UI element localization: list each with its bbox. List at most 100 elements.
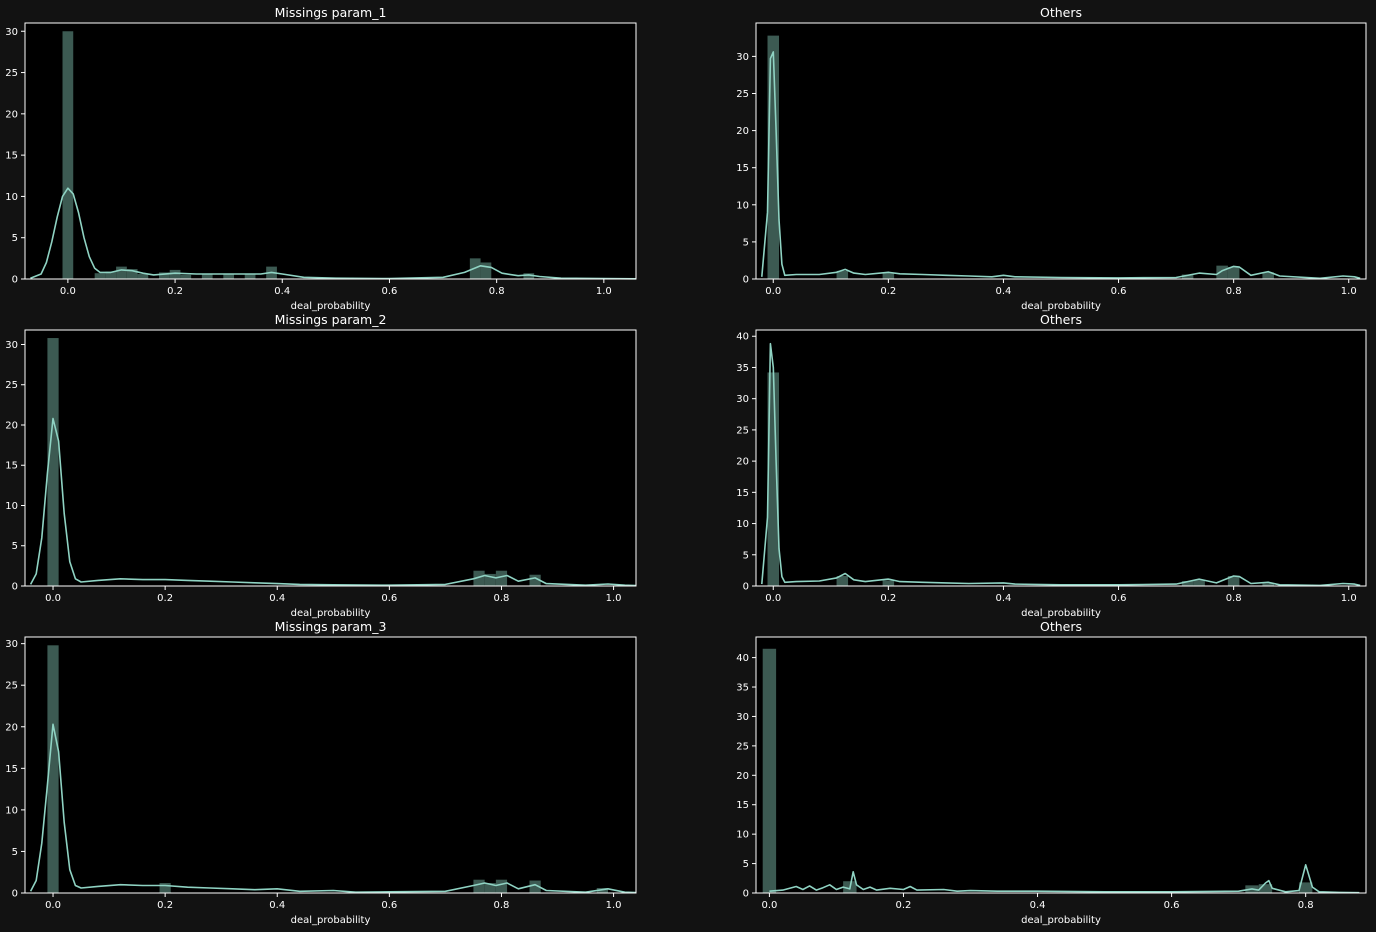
hist-bar-6 — [529, 880, 541, 893]
x-tick-label: 0.4 — [995, 286, 1011, 297]
x-axis-label: deal_probability — [1021, 608, 1101, 619]
y-tick-label: 30 — [736, 52, 749, 63]
subplot-3: 0.0 0.2 0.4 0.6 0.8 1.0 0 5 10 15 20 25 30 Missings p… — [5, 312, 637, 619]
hist-bar-5 — [1227, 267, 1240, 279]
subplot-4: 0.0 0.2 0.4 0.6 0.8 1.0 0 5 10 15 20 25 30 35 40 Others… — [736, 312, 1367, 619]
x-tick-label: 0.2 — [880, 286, 896, 297]
y-tick-label: 25 — [736, 425, 749, 436]
y-tick-label: 5 — [743, 237, 749, 248]
hist-bar-4 — [484, 883, 496, 893]
hist-bar-10 — [201, 274, 213, 279]
subplot-6: 0.0 0.2 0.4 0.6 0.8 0 5 10 15 20 25 30 35 40 Others dea… — [736, 619, 1367, 926]
y-tick-label: 35 — [736, 363, 749, 374]
hist-bar-4 — [1258, 884, 1273, 893]
x-tick-label: 1.0 — [596, 286, 612, 297]
x-tick-label: 0.8 — [494, 900, 510, 911]
x-tick-label: 0.2 — [880, 593, 896, 604]
y-tick-label: 5 — [743, 859, 749, 870]
y-tick-label: 20 — [5, 722, 18, 733]
plot-area — [25, 330, 636, 586]
subplot-title: Missings param_2 — [275, 312, 387, 327]
hist-bar-12 — [244, 274, 256, 279]
hist-bar-15 — [480, 262, 492, 279]
x-tick-label: 0.0 — [761, 900, 777, 911]
plot-area — [25, 637, 636, 893]
x-axis-label: deal_probability — [291, 301, 371, 312]
y-tick-label: 15 — [5, 764, 18, 775]
x-tick-label: 0.6 — [1111, 286, 1127, 297]
hist-bar-6 — [1262, 272, 1274, 279]
y-tick-label: 15 — [5, 461, 18, 472]
plot-area — [756, 23, 1366, 279]
y-tick-label: 10 — [736, 200, 749, 211]
x-axis-label: deal_probability — [291, 915, 371, 926]
hist-bar-5 — [495, 879, 508, 893]
x-tick-label: 0.6 — [1111, 593, 1127, 604]
kde-line — [30, 187, 637, 280]
y-tick-label: 20 — [736, 457, 749, 468]
hist-bar-3 — [882, 273, 895, 279]
y-tick-label: 10 — [5, 192, 18, 203]
x-tick-label: 1.0 — [1341, 593, 1357, 604]
x-tick-label: 0.8 — [489, 286, 505, 297]
hist-bar-2 — [836, 576, 849, 586]
y-tick-label: 20 — [5, 109, 18, 120]
x-axis-label: deal_probability — [1021, 301, 1101, 312]
hist-bar-6 — [137, 274, 149, 279]
hist-bar-1 — [62, 31, 74, 280]
y-tick-label: 25 — [5, 380, 18, 391]
subplot-1: 0.0 0.2 0.4 0.6 0.8 1.0 0 5 10 15 20 25 30 Missings p… — [5, 5, 637, 312]
x-axis-label: deal_probability — [291, 608, 371, 619]
y-tick-label: 20 — [736, 771, 749, 782]
hist-bar-4 — [1216, 265, 1228, 279]
hist-bar-16 — [523, 273, 535, 279]
subplot-title: Others — [1040, 312, 1082, 327]
axes-frame — [755, 22, 1367, 280]
axes-frame — [755, 329, 1367, 587]
x-tick-label: 0.4 — [274, 286, 290, 297]
x-tick-label: 1.0 — [606, 593, 622, 604]
y-tick-label: 20 — [5, 420, 18, 431]
x-tick-label: 0.2 — [157, 593, 173, 604]
kde-line — [761, 51, 1361, 280]
y-tick-label: 30 — [736, 712, 749, 723]
hist-bar-2 — [836, 270, 849, 279]
plot-area — [756, 330, 1366, 586]
y-tick-label: 30 — [736, 394, 749, 405]
x-tick-label: 0.6 — [381, 900, 397, 911]
y-tick-label: 0 — [12, 889, 18, 900]
hist-bar-1 — [762, 648, 777, 893]
hist-bar-9 — [180, 274, 192, 279]
y-tick-label: 10 — [5, 501, 18, 512]
x-tick-label: 0.0 — [765, 593, 781, 604]
x-tick-label: 0.0 — [45, 900, 61, 911]
hist-bar-7 — [596, 888, 608, 893]
y-tick-label: 25 — [736, 89, 749, 100]
x-tick-label: 0.2 — [167, 286, 183, 297]
hist-bar-7 — [1181, 274, 1194, 279]
hist-bar-8 — [169, 269, 181, 279]
hist-bar-4 — [495, 570, 508, 586]
y-tick-label: 35 — [736, 683, 749, 694]
hist-bar-7 — [1262, 583, 1274, 586]
subplot-title: Missings param_3 — [275, 619, 387, 634]
y-tick-label: 15 — [736, 800, 749, 811]
y-tick-label: 5 — [12, 233, 18, 244]
kde-line — [761, 342, 1361, 587]
hist-bar-3 — [473, 879, 485, 893]
axes-frame — [24, 329, 637, 587]
y-tick-label: 40 — [736, 653, 749, 664]
x-tick-label: 0.0 — [765, 286, 781, 297]
axes-frame — [24, 22, 637, 280]
subplot-5: 0.0 0.2 0.4 0.6 0.8 1.0 0 5 10 15 20 25 30 Missings p… — [5, 619, 637, 926]
x-tick-label: 0.6 — [382, 286, 398, 297]
hist-bar-2 — [473, 570, 485, 586]
hist-bar-5 — [529, 574, 541, 586]
subplot-2: 0.0 0.2 0.4 0.6 0.8 1.0 0 5 10 15 20 25 30 Others deal… — [736, 5, 1367, 312]
y-tick-label: 10 — [736, 830, 749, 841]
y-tick-label: 10 — [736, 519, 749, 530]
subplot-title: Others — [1040, 5, 1082, 20]
y-tick-label: 0 — [743, 275, 749, 286]
y-tick-label: 30 — [5, 27, 18, 38]
hist-bar-3 — [484, 573, 496, 586]
